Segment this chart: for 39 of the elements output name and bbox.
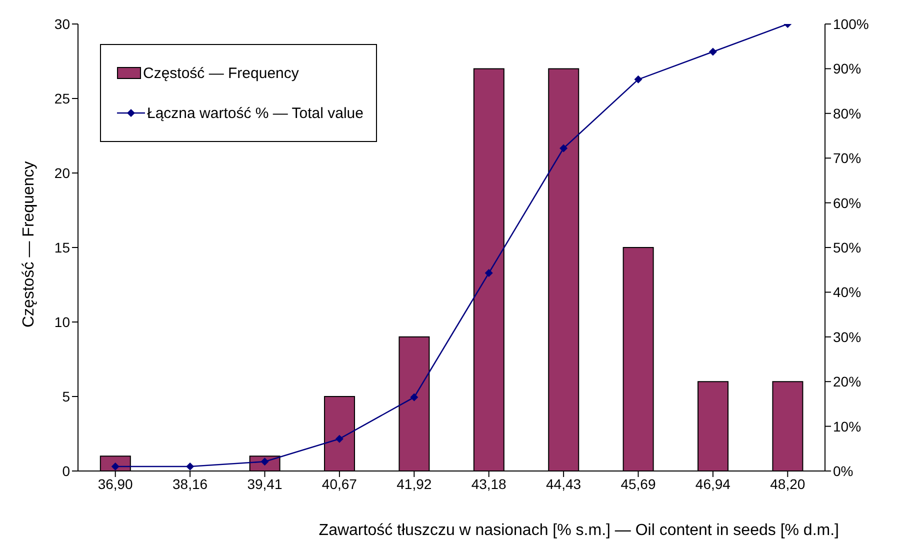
y-tick-label: 30 bbox=[54, 16, 70, 32]
x-tick-label: 45,69 bbox=[620, 476, 656, 492]
x-tick-label: 40,67 bbox=[322, 476, 358, 492]
y-tick-label: 0 bbox=[62, 462, 70, 479]
point bbox=[484, 268, 493, 277]
x-tick-label: 38,16 bbox=[172, 476, 208, 492]
y2-tick-label: 80% bbox=[833, 105, 862, 122]
x-tick-label: 46,94 bbox=[695, 476, 731, 492]
y-tick-label: 20 bbox=[54, 164, 70, 181]
point bbox=[335, 434, 344, 443]
x-tick-label: 41,92 bbox=[396, 476, 432, 492]
legend-label: Częstość — Frequency bbox=[143, 64, 299, 82]
y2-tick-label: 0% bbox=[833, 462, 854, 479]
y-tick-label: 5 bbox=[62, 388, 70, 404]
y-tick-label: 15 bbox=[54, 239, 70, 256]
y-tick-label: 25 bbox=[54, 90, 70, 106]
y2-tick-label: 30% bbox=[833, 328, 862, 345]
y-tick-label: 10 bbox=[54, 314, 70, 330]
y2-tick-label: 60% bbox=[833, 194, 862, 211]
y2-tick-label: 20% bbox=[833, 374, 862, 390]
point bbox=[560, 144, 568, 152]
y2-tick-label: 40% bbox=[833, 284, 862, 300]
y2-tick-label: 50% bbox=[833, 239, 862, 256]
x-axis-title: Zawartość tłuszczu w nasionach [% s.m.] — Oil content in seeds [% d.m.] bbox=[318, 522, 839, 539]
legend-label: Łączna wartość % — Total value bbox=[147, 104, 364, 122]
y2-tick-label: 70% bbox=[833, 150, 862, 166]
x-tick-label: 44,43 bbox=[546, 476, 582, 492]
point bbox=[410, 393, 418, 402]
x-tick-label: 43,18 bbox=[471, 476, 507, 492]
point bbox=[634, 75, 642, 84]
point bbox=[708, 48, 717, 56]
y2-tick-label: 10% bbox=[833, 418, 862, 434]
x-tick-label: 36,90 bbox=[98, 476, 134, 492]
y-axis-title: Częstość — Frequency bbox=[20, 161, 38, 328]
x-tick-label: 48,20 bbox=[770, 476, 806, 492]
y2-tick-label: 90% bbox=[833, 60, 862, 77]
point bbox=[186, 462, 194, 471]
y2-tick-label: 100% bbox=[833, 16, 869, 32]
x-tick-label: 39,41 bbox=[247, 476, 282, 492]
